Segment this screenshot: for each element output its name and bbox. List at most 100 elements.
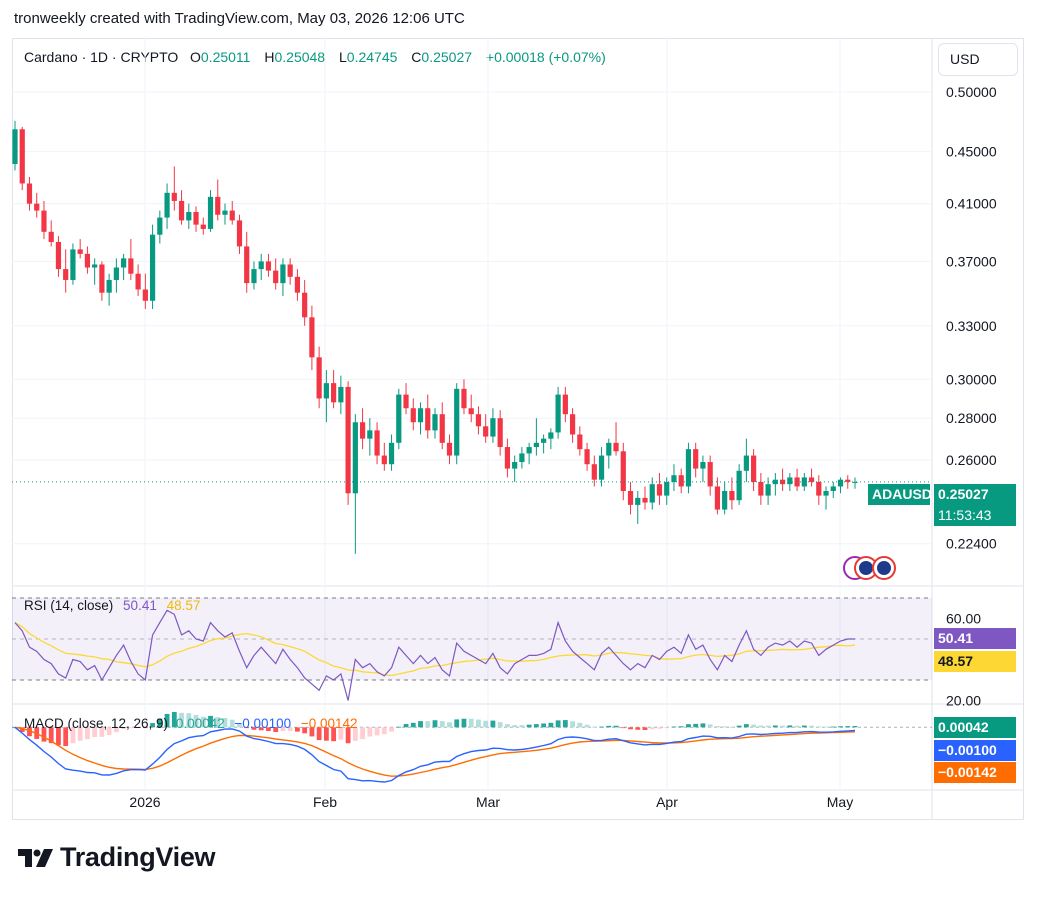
macd-histogram-bar xyxy=(649,727,655,730)
candle-body xyxy=(736,470,742,501)
candle-body xyxy=(396,394,402,443)
macd-histogram-bar xyxy=(809,725,814,728)
candle-body xyxy=(331,383,337,403)
macd-histogram-bar xyxy=(526,724,532,728)
macd-histogram-bar xyxy=(345,727,351,744)
price-tick-label: 0.45000 xyxy=(946,143,997,159)
candle-body xyxy=(664,481,670,496)
candle-body xyxy=(19,129,25,184)
candle-body xyxy=(837,479,844,487)
candle-body xyxy=(707,462,713,487)
rsi-value-tag: 50.41 xyxy=(934,628,1016,649)
currency-button[interactable]: USD xyxy=(938,43,1018,76)
brand-name: TradingView xyxy=(60,842,216,872)
candle-body xyxy=(765,484,771,496)
candle-body xyxy=(852,481,858,483)
signal-legend-value: −0.00142 xyxy=(300,716,358,731)
macd-histogram-bar xyxy=(403,724,409,728)
macd-histogram-bar xyxy=(628,727,633,730)
candle-body xyxy=(200,224,206,229)
candle-body xyxy=(700,462,706,469)
tradingview-logo[interactable]: TradingView xyxy=(18,842,216,873)
candle-body xyxy=(671,475,677,482)
time-tick-label: May xyxy=(827,794,853,810)
rsi-line xyxy=(14,609,855,701)
macd-histogram-bar xyxy=(591,726,597,728)
candle-body xyxy=(388,442,395,465)
candle-body xyxy=(70,249,76,280)
close-label: C xyxy=(411,49,422,65)
macd-histogram-bar xyxy=(338,727,344,740)
macd-histogram-bar xyxy=(577,722,583,728)
macd-histogram-bar xyxy=(179,712,184,728)
candle-body xyxy=(84,253,91,268)
macd-histogram-bar xyxy=(85,727,90,740)
macd-histogram-bar xyxy=(208,715,213,728)
us-flag-icon xyxy=(859,561,873,575)
last-price-tag: 0.25027 xyxy=(934,484,1016,505)
candle-body xyxy=(229,210,235,221)
candle-body xyxy=(113,267,119,280)
macd-histogram-bar xyxy=(743,724,749,728)
macd-histogram-bar xyxy=(381,727,387,735)
rsi-ma-legend-value: 48.57 xyxy=(166,598,201,613)
candle-body xyxy=(352,422,358,494)
candle-body xyxy=(504,447,511,469)
candle-body xyxy=(149,234,156,301)
macd-histogram-bar xyxy=(468,718,474,728)
ohlc-legend: Cardano · 1D · CRYPTO O0.25011 H0.25048 … xyxy=(24,49,616,65)
macd-histogram-bar xyxy=(722,726,728,728)
macd-histogram-bar xyxy=(27,727,32,737)
candle-body xyxy=(519,453,525,463)
macd-histogram-bar xyxy=(599,726,604,728)
candle-body xyxy=(287,264,293,277)
us-flag-icon xyxy=(877,561,891,575)
macd-histogram-bar xyxy=(302,727,308,734)
macd-histogram-bar xyxy=(476,719,481,728)
candle-body xyxy=(121,258,127,268)
candle-body xyxy=(403,394,409,409)
candle-body xyxy=(468,408,474,415)
macd-histogram-bar xyxy=(113,727,119,733)
price-tick-label: 0.50000 xyxy=(946,84,997,100)
macd-histogram-bar xyxy=(657,727,662,729)
macd-histogram-bar xyxy=(258,727,264,731)
macd-histogram-bar xyxy=(56,727,61,746)
candle-body xyxy=(548,432,554,439)
symbol-label[interactable]: Cardano · 1D · CRYPTO xyxy=(24,49,179,65)
candle-body xyxy=(606,442,612,456)
candle-body xyxy=(685,449,692,487)
candle-body xyxy=(598,455,605,480)
candle-body xyxy=(751,455,757,482)
macd-histogram-bar xyxy=(316,727,322,741)
candle-body xyxy=(77,249,83,254)
candle-body xyxy=(128,258,134,274)
macd-histogram-bar xyxy=(229,719,235,728)
candle-body xyxy=(497,418,503,448)
macd-histogram-bar xyxy=(816,726,822,728)
macd-histogram-bar xyxy=(772,725,778,728)
ticker-tag: ADAUSD xyxy=(868,484,932,505)
macd-histogram-bar xyxy=(439,721,445,728)
macd-histogram-bar xyxy=(671,726,677,728)
macd-histogram-bar xyxy=(410,722,416,728)
macd-histogram-bar xyxy=(461,718,467,728)
candle-body xyxy=(584,449,590,465)
chart-caption: tronweekly created with TradingView.com,… xyxy=(14,10,465,27)
candle-body xyxy=(99,264,105,293)
macd-histogram-bar xyxy=(396,726,402,728)
macd-histogram-bar xyxy=(562,720,568,728)
candle-body xyxy=(265,261,272,271)
candle-body xyxy=(794,477,800,487)
macd-histogram-bar xyxy=(447,722,452,728)
rsi-tick-label: 20.00 xyxy=(946,693,981,709)
macd-histogram-bar xyxy=(555,720,561,728)
macd-histogram-bar xyxy=(121,727,127,730)
macd-histogram-bar xyxy=(765,725,771,728)
macd-histogram-bar xyxy=(374,727,380,736)
candle-body xyxy=(483,426,489,437)
candle-body xyxy=(512,462,518,469)
chart-frame xyxy=(12,38,1024,820)
candle-body xyxy=(693,449,699,469)
